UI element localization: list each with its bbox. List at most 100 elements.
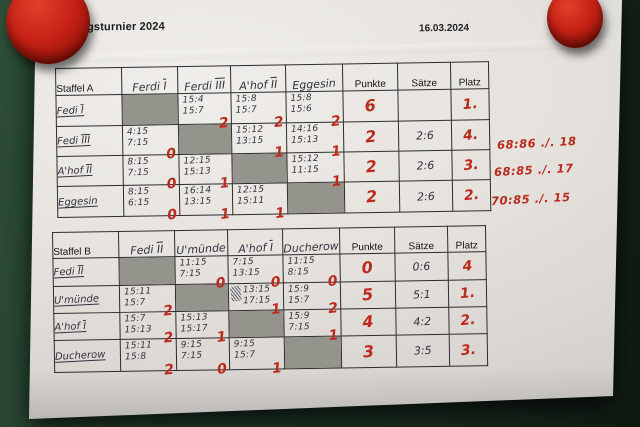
match-score-cell: 12:15 15:11 1 <box>232 182 288 222</box>
punkte-value: 2 <box>365 156 378 176</box>
match-points-value: 0 <box>216 360 228 378</box>
match-points-value: 0 <box>214 274 227 292</box>
punkte-cell: 2 <box>343 121 399 152</box>
table-row: Ducherow 15:11 15:8 2 9:15 7:15 0 9:15 15:7 1 3 3:5… <box>54 333 488 379</box>
saetze-value: 2:6 <box>416 158 435 173</box>
column-header-stat: Platz <box>450 61 489 90</box>
punkte-cell: 2 <box>343 151 400 182</box>
row-name: Eggesin <box>57 185 124 218</box>
column-header-team: Ferdi III <box>177 65 231 94</box>
set2-score: 15:7 <box>233 349 256 361</box>
column-header-team: A'hof II <box>230 64 286 93</box>
match-points-value: 1 <box>215 328 228 346</box>
platz-value: 2. <box>463 186 480 205</box>
column-header-team: Fedi II <box>118 230 175 257</box>
match-score-cell: 7:15 13:15 0 <box>227 254 284 291</box>
match-score-cell: 9:15 15:7 1 <box>229 336 285 377</box>
platz-cell: 2. <box>448 306 488 335</box>
match-points-value: 1 <box>218 174 231 192</box>
match-points-value: 0 <box>269 274 282 291</box>
match-score-cell: 11:15 7:15 0 <box>174 255 229 292</box>
saetze-value: 4:2 <box>413 314 432 329</box>
saetze-cell: 2:6 <box>398 150 453 182</box>
saetze-cell: 5:1 <box>395 280 449 309</box>
diagonal-cell <box>121 93 179 126</box>
saetze-value: 2:6 <box>415 128 435 143</box>
match-points-value: 1 <box>273 144 286 161</box>
match-points-value: 0 <box>326 273 339 291</box>
column-header-team: A'hof I <box>227 228 283 256</box>
set2-score: 15:8 <box>124 351 147 363</box>
match-points-value: 0 <box>165 175 178 193</box>
paper-crease <box>69 38 611 64</box>
column-header-stat: Punkte <box>342 63 398 91</box>
match-points-value: 2 <box>218 114 230 132</box>
punkte-cell: 0 <box>339 253 396 282</box>
table-staffel-b: Staffel B Fedi II U'münde A'hof I Ducherow Pu… <box>52 225 488 379</box>
row-name: Fedi II <box>52 257 120 287</box>
table-label: Staffel A <box>55 67 122 96</box>
match-score-cell: 15:11 15:7 2 <box>119 284 176 320</box>
punkte-value: 3 <box>362 341 376 361</box>
match-points-value: 2 <box>162 302 175 320</box>
platz-value: 1. <box>459 284 476 303</box>
set2-score: 7:15 <box>180 350 203 362</box>
table-staffel-a: Staffel A Ferdi I Ferdi III A'hof II Eggesin… <box>55 61 491 224</box>
side-note: 70:85 ./. 15 <box>490 189 571 209</box>
punkte-value: 5 <box>361 284 375 305</box>
date-label: 16.03.2024 <box>418 22 470 35</box>
saetze-value: 5:1 <box>412 287 432 302</box>
platz-cell: 1. <box>448 279 487 308</box>
match-score-cell: 15:8 15:6 2 <box>285 90 344 130</box>
column-header-stat: Punkte <box>339 227 395 254</box>
table-label: Staffel B <box>52 231 119 259</box>
match-score-cell: 12:15 15:13 1 <box>178 153 233 192</box>
punkte-value: 0 <box>361 257 374 277</box>
row-name: U'münde <box>53 285 120 314</box>
saetze-value: 3:5 <box>413 343 433 358</box>
table-row: Eggesin 8:15 6:15 0 16:14 13:15 1 12:15 15:11 1 2 2… <box>57 179 491 224</box>
platz-value: 3. <box>460 341 477 359</box>
platz-value: 2. <box>459 311 477 330</box>
row-name: Fedi I <box>55 94 123 127</box>
saetze-cell <box>397 89 452 122</box>
row-name: A'hof I <box>53 312 121 341</box>
platz-cell: 1. <box>450 88 490 121</box>
saetze-cell: 4:2 <box>395 307 450 336</box>
column-header-team: Eggesin <box>285 63 343 92</box>
punkte-cell: 4 <box>340 308 397 336</box>
saetze-cell: 0:6 <box>394 252 449 282</box>
saetze-value: 2:6 <box>416 189 436 204</box>
match-points-value: 2 <box>330 113 342 131</box>
red-magnet-top-right <box>547 0 603 48</box>
match-points-value: 1 <box>274 205 287 222</box>
page-title: ngsturnier 2024 <box>79 20 165 34</box>
punkte-cell: 2 <box>344 181 400 213</box>
side-note: 68:85 ./. 17 <box>493 160 574 180</box>
punkte-cell: 5 <box>340 281 396 309</box>
match-score-cell: 15:4 15:7 2 <box>177 92 232 132</box>
punkte-value: 4 <box>362 311 375 332</box>
column-header-stat: Sätze <box>394 226 448 254</box>
match-points-value: 1 <box>270 301 283 318</box>
match-points-value: 0 <box>165 145 178 163</box>
match-score-cell: 15:13 15:17 1 <box>175 310 230 346</box>
match-points-value: 2 <box>327 300 340 318</box>
platz-value: 1. <box>461 95 479 114</box>
diagonal-cell <box>118 256 176 286</box>
saetze-value: 0:6 <box>412 259 431 274</box>
match-points-value: 2 <box>162 329 175 347</box>
platz-value: 4 <box>461 257 473 275</box>
column-header-team: U'münde <box>174 229 228 257</box>
match-score-cell: 15:8 15:7 2 <box>230 91 287 131</box>
column-header-team: Ferdi I <box>121 66 178 95</box>
punkte-value: 2 <box>364 126 378 146</box>
row-name: Ducherow <box>54 339 121 373</box>
column-header-stat: Platz <box>447 225 486 253</box>
platz-cell: 3. <box>449 333 488 367</box>
row-name: Fedi III <box>56 125 123 157</box>
platz-cell: 2. <box>452 179 491 212</box>
column-header-stat: Sätze <box>397 62 451 91</box>
match-points-value: 1 <box>271 360 283 377</box>
